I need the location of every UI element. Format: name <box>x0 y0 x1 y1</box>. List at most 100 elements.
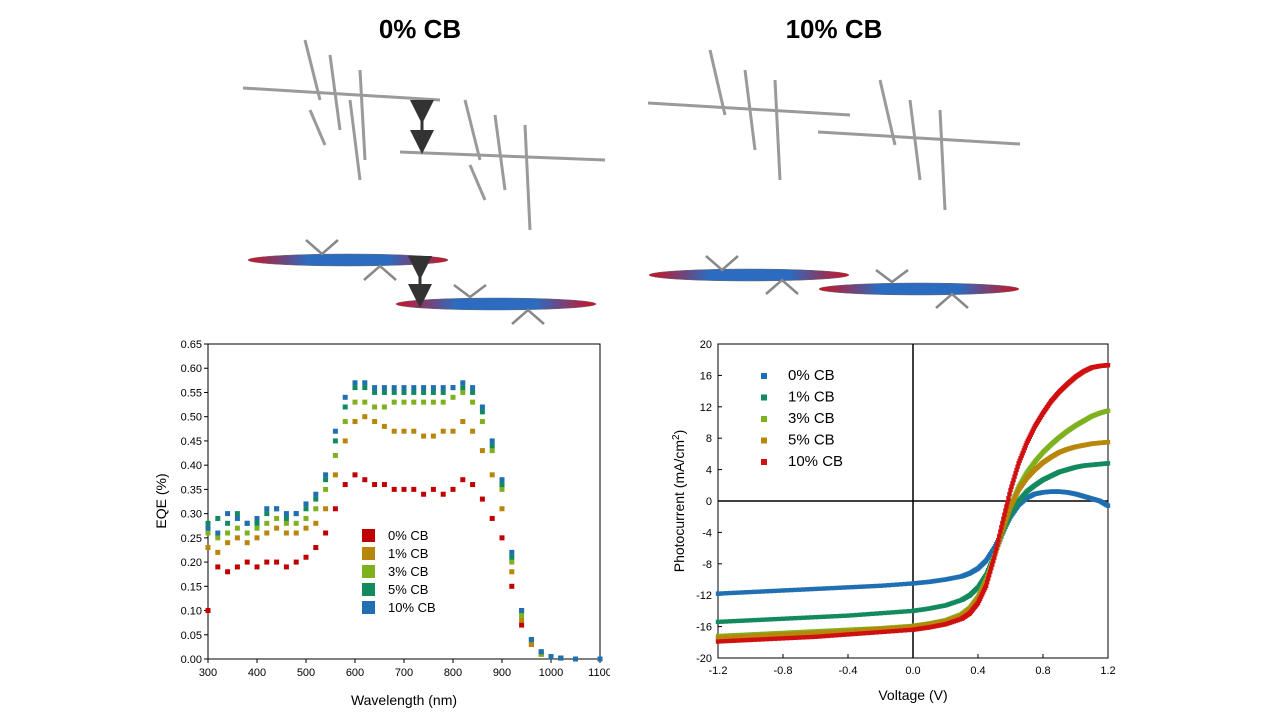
eqe-point-1-cb <box>489 472 495 478</box>
jv-point-10-cb <box>1010 481 1015 486</box>
eqe-point-5-cb <box>215 515 221 521</box>
eqe-point-0-cb <box>440 491 446 497</box>
eqe-point-0-cb <box>205 608 211 614</box>
jv-point-5-cb <box>727 634 733 640</box>
eqe-point-1-cb <box>274 525 280 531</box>
jv-point-0-cb <box>744 590 749 595</box>
jv-point-5-cb <box>817 630 822 635</box>
jv-point-10-cb <box>1013 471 1018 476</box>
eqe-legend-label-10-cb: 10% CB <box>388 600 436 615</box>
title-0-cb: 0% CB <box>378 14 462 44</box>
eqe-point-1-cb <box>352 419 358 425</box>
jv-point-1-cb <box>788 616 794 621</box>
eqe-point-5-cb <box>323 477 329 483</box>
eqe-point-5-cb <box>470 389 476 395</box>
eqe-point-5-cb <box>479 409 485 415</box>
jv-point-3-cb <box>1105 408 1111 413</box>
jv-point-0-cb <box>740 590 745 595</box>
jv-point-5-cb <box>906 624 912 630</box>
jv-point-5-cb <box>748 633 753 639</box>
eqe-point-5-cb <box>411 389 417 395</box>
eqe-point-5-cb <box>381 389 387 395</box>
eqe-point-10-cb <box>411 385 417 391</box>
jv-point-1-cb <box>719 619 725 624</box>
jv-point-10-cb <box>1001 516 1006 522</box>
eqe-point-3-cb <box>460 389 466 395</box>
eqe-point-1-cb <box>372 419 378 425</box>
jv-point-10-cb <box>998 529 1003 534</box>
jv-y-tick-label-20: 20 <box>700 339 712 351</box>
jv-x-tick-label--1.2: -1.2 <box>709 665 728 677</box>
jv-point-0-cb <box>817 586 822 591</box>
eqe-point-3-cb <box>293 520 299 526</box>
jv-point-10-cb <box>744 637 749 643</box>
jv-point-0-cb <box>857 584 863 589</box>
molecule-left-bottom <box>399 99 606 231</box>
jv-point-1-cb <box>841 613 847 619</box>
ellipse-left-bottom <box>395 297 597 311</box>
eqe-point-5-cb <box>352 385 358 391</box>
eqe-x-tick-label-800: 800 <box>444 667 462 679</box>
jv-point-1-cb <box>776 616 782 622</box>
jv-point-0-cb <box>837 585 843 590</box>
eqe-legend-label-0-cb: 0% CB <box>388 528 428 543</box>
jv-point-10-cb <box>788 635 794 641</box>
eqe-point-3-cb <box>283 520 289 526</box>
eqe-point-0-cb <box>401 486 407 492</box>
jv-point-1-cb <box>837 613 843 619</box>
jv-point-1-cb <box>882 610 887 616</box>
jv-legend-swatch-3-cb <box>761 416 767 422</box>
jv-point-1-cb <box>1105 461 1111 466</box>
eqe-point-10-cb <box>558 655 564 661</box>
eqe-point-1-cb <box>470 428 476 434</box>
jv-point-10-cb <box>996 538 1001 543</box>
eqe-point-3-cb <box>489 448 495 454</box>
eqe-x-tick-label-700: 700 <box>395 667 413 679</box>
eqe-point-10-cb <box>519 608 525 614</box>
jv-point-1-cb <box>898 609 904 614</box>
eqe-point-10-cb <box>342 394 348 400</box>
eqe-point-1-cb <box>421 433 427 439</box>
jv-point-0-cb <box>772 588 778 594</box>
jv-point-10-cb <box>999 525 1004 530</box>
eqe-point-0-cb <box>215 564 221 570</box>
eqe-chart: 300 400 500 600 700 800 900 1000 1100 0.00 0.05 0.1… <box>153 339 610 708</box>
jv-x-tick-label-0.8: 0.8 <box>1035 665 1050 677</box>
jv-legend-label-0-cb: 0% CB <box>788 367 835 384</box>
jv-point-10-cb <box>740 638 745 643</box>
jv-point-10-cb <box>805 634 810 640</box>
eqe-point-3-cb <box>411 399 417 405</box>
jv-point-0-cb <box>776 588 782 593</box>
eqe-point-3-cb <box>254 525 260 531</box>
eqe-point-10-cb <box>430 385 436 391</box>
eqe-point-0-cb <box>362 477 368 483</box>
eqe-point-3-cb <box>479 419 485 425</box>
jv-point-10-cb <box>780 636 786 641</box>
jv-point-1-cb <box>809 615 814 620</box>
jv-point-10-cb <box>878 629 883 635</box>
jv-point-1-cb <box>801 615 806 620</box>
jv-point-10-cb <box>870 630 875 635</box>
jv-point-10-cb <box>792 635 798 640</box>
jv-point-0-cb <box>780 588 786 593</box>
eqe-point-1-cb <box>499 506 505 512</box>
eqe-point-10-cb <box>254 515 260 521</box>
jv-point-5-cb <box>760 633 765 638</box>
jv-point-10-cb <box>1018 456 1023 461</box>
eqe-point-3-cb <box>313 506 319 512</box>
eqe-point-10-cb <box>499 477 505 483</box>
jv-point-1-cb <box>853 612 859 618</box>
eqe-point-10-cb <box>391 385 397 391</box>
eqe-point-10-cb <box>509 549 515 555</box>
jv-y-tick-label-0: 0 <box>706 496 712 508</box>
jv-point-10-cb <box>1020 450 1025 456</box>
jv-point-10-cb <box>784 635 790 641</box>
jv-point-1-cb <box>805 615 810 620</box>
eqe-point-10-cb <box>372 385 378 391</box>
jv-point-10-cb <box>776 636 782 641</box>
eqe-point-10-cb <box>470 385 476 391</box>
eqe-point-0-cb <box>342 482 348 488</box>
eqe-point-5-cb <box>362 385 368 391</box>
eqe-point-1-cb <box>411 428 417 434</box>
jv-point-0-cb <box>760 589 765 594</box>
